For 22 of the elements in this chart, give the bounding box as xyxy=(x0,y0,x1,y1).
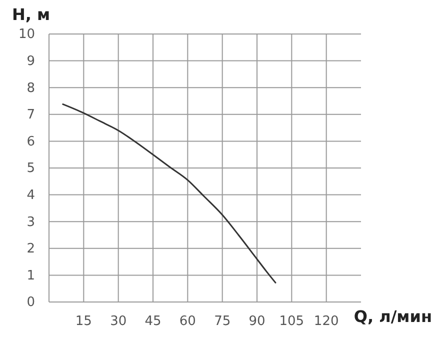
y-tick-label: 10 xyxy=(18,27,35,42)
y-tick-label: 6 xyxy=(26,134,35,150)
y-tick-label: 9 xyxy=(26,54,35,69)
y-tick-label: 7 xyxy=(26,108,35,123)
y-axis-title: H, м xyxy=(12,5,50,24)
y-tick-label: 5 xyxy=(26,161,35,176)
y-tick-label: 0 xyxy=(26,295,35,310)
y-tick-label: 2 xyxy=(26,242,35,257)
line-series xyxy=(62,103,276,284)
x-tick-label: 15 xyxy=(75,314,92,330)
x-tick-label: 105 xyxy=(279,314,304,330)
x-tick-label: 60 xyxy=(179,314,196,330)
x-tick-label: 30 xyxy=(110,314,127,330)
x-axis-title: Q, л/мин xyxy=(354,307,432,326)
x-tick-label: 45 xyxy=(144,314,162,330)
y-tick-label: 3 xyxy=(26,214,35,230)
x-tick-label: 120 xyxy=(314,314,339,330)
y-tick-label: 1 xyxy=(26,268,35,284)
x-tick-label: 75 xyxy=(214,314,231,330)
x-tick-label: 90 xyxy=(248,314,266,330)
y-tick-label: 8 xyxy=(26,80,35,96)
y-tick-label: 4 xyxy=(26,188,35,203)
